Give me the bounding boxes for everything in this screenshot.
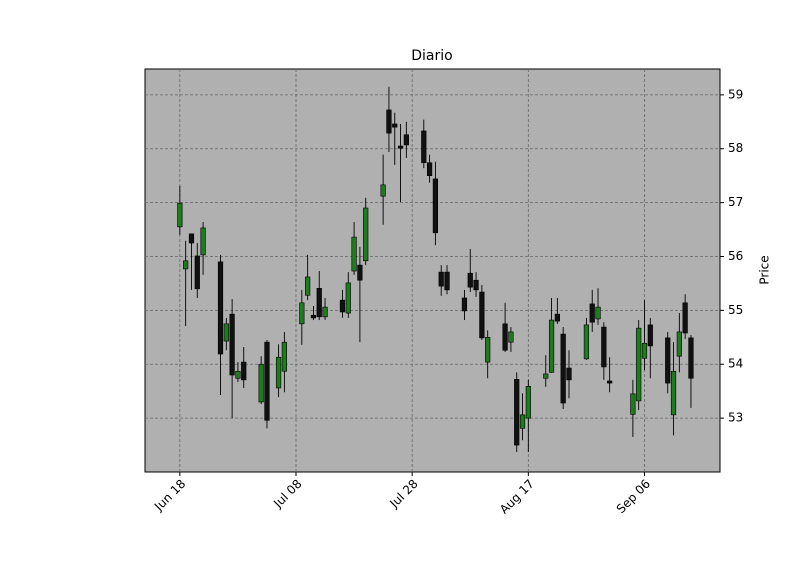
y-tick-label: 59 <box>728 87 743 101</box>
candle-body <box>177 202 183 228</box>
candle-body <box>223 323 229 342</box>
chart-title: Diario <box>411 48 452 64</box>
candle-body <box>566 367 572 381</box>
candle-body <box>589 303 595 323</box>
candle-body <box>339 299 346 313</box>
candle-body <box>607 380 613 384</box>
candle-body <box>682 302 688 334</box>
x-tick-label: Jun 18 <box>151 477 188 514</box>
candle-body <box>241 361 247 381</box>
candle-body <box>514 379 520 446</box>
candle-body <box>502 323 508 351</box>
candle-body <box>363 207 369 262</box>
candle-body <box>630 393 636 415</box>
y-tick-label: 58 <box>728 141 743 155</box>
y-tick-label: 55 <box>728 303 743 317</box>
candle-body <box>229 313 235 376</box>
candle-body <box>601 326 607 368</box>
candle-body <box>403 134 409 146</box>
candle-body <box>560 333 566 404</box>
candle-body <box>299 302 305 325</box>
candle-body <box>688 337 694 379</box>
plot-area <box>144 68 721 473</box>
candle-body <box>525 386 531 419</box>
candle-body <box>310 314 317 319</box>
y-tick-label: 57 <box>728 195 743 209</box>
candle-body <box>264 341 270 421</box>
candle-body <box>647 324 653 347</box>
x-tick-label: Jul 28 <box>386 477 420 511</box>
candle-body <box>200 227 206 256</box>
candle-body <box>479 291 485 339</box>
candle-body <box>583 324 590 360</box>
candle-body <box>548 319 555 373</box>
x-tick-label: Aug 17 <box>497 477 537 517</box>
candle-body <box>217 261 224 355</box>
candle-body <box>322 306 328 318</box>
candle-body <box>676 331 682 357</box>
y-tick-label: 56 <box>728 249 743 263</box>
candle-body <box>188 233 195 244</box>
candle-body <box>305 276 311 296</box>
candle-body <box>665 337 671 384</box>
candle-body <box>467 272 473 288</box>
candle-body <box>397 145 404 149</box>
candle-body <box>380 184 386 197</box>
candle-body <box>485 337 491 363</box>
candle-body <box>543 373 549 379</box>
candle-body <box>357 264 363 281</box>
y-tick-label: 54 <box>728 357 743 371</box>
candle-body <box>432 178 439 234</box>
candle-body <box>386 109 392 134</box>
y-axis-label: Price <box>758 255 772 284</box>
candle-body <box>275 356 282 389</box>
candle-body <box>636 327 642 402</box>
y-tick-label: 53 <box>728 411 743 425</box>
candle-body <box>438 271 444 287</box>
candle-body <box>641 342 648 359</box>
candle-body <box>392 123 398 128</box>
candle-body <box>421 130 427 164</box>
candle-body <box>670 370 677 416</box>
candle-body <box>235 370 241 379</box>
candle-body <box>183 260 189 270</box>
x-tick-label: Sep 06 <box>614 477 653 516</box>
candle-body <box>473 279 479 291</box>
candle-body <box>426 162 433 176</box>
candle-body <box>595 306 601 320</box>
candle-body <box>194 255 200 290</box>
candle-body <box>554 313 560 322</box>
candle-body <box>519 414 526 429</box>
candle-body <box>345 282 351 314</box>
x-tick-label: Jul 08 <box>270 477 304 511</box>
candle-body <box>258 363 264 403</box>
candle-body <box>281 341 287 372</box>
candle-body <box>461 297 468 312</box>
candle-body <box>351 236 357 272</box>
candle-body <box>444 271 450 291</box>
candle-body <box>508 331 514 343</box>
candle-body <box>316 287 322 318</box>
